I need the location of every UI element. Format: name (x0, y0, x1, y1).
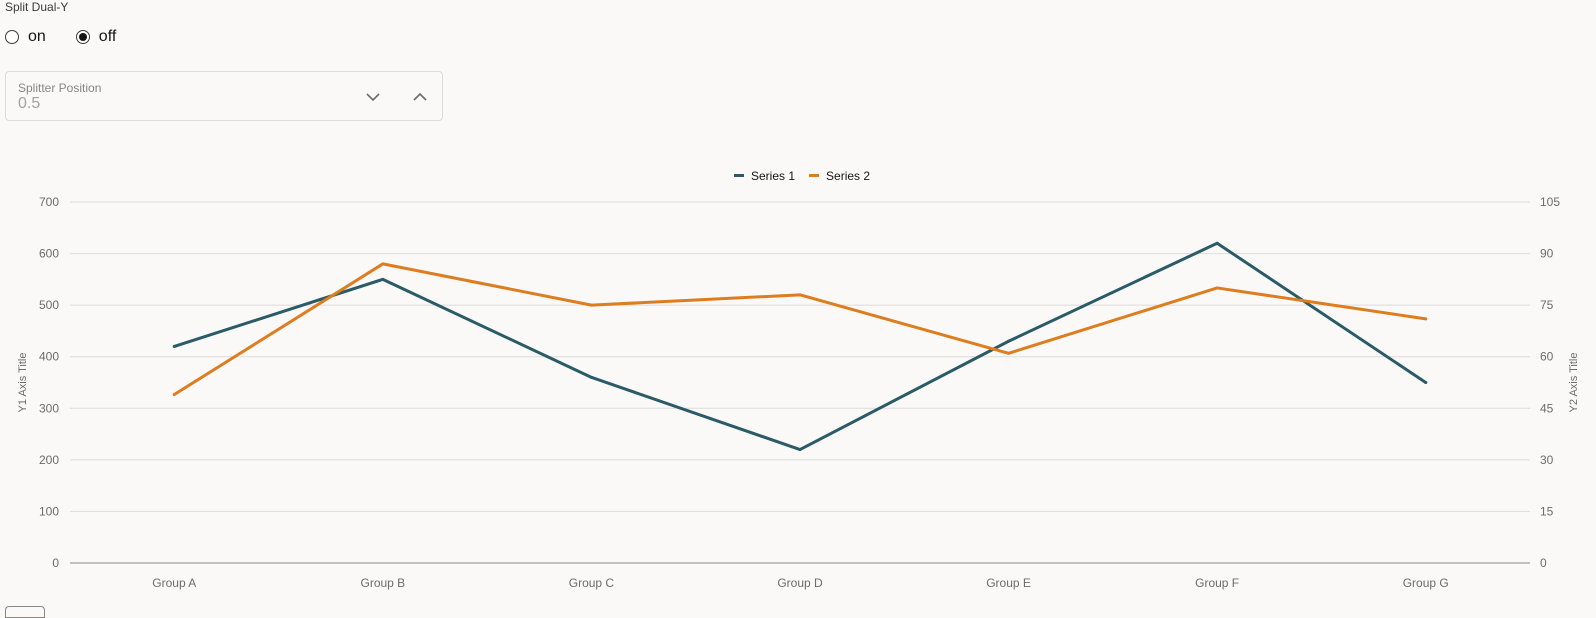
y1-tick-label: 700 (39, 195, 59, 209)
x-tick-label: Group B (361, 576, 406, 590)
legend-swatch (734, 174, 744, 177)
series-line (172, 262, 1428, 397)
data-point (381, 277, 385, 281)
dual-y-line-chart: 0 100 200 300 400 500 600 700 0 15 30 45 60 75 90 105 Y1… (0, 160, 1596, 600)
chevron-up-icon (413, 92, 427, 101)
data-point (172, 344, 176, 348)
increment-button[interactable] (409, 86, 431, 108)
y1-tick-label: 200 (39, 453, 59, 467)
split-dual-y-radio-group: on off (5, 28, 146, 46)
x-tick-label: Group D (777, 576, 823, 590)
x-tick-label: Group C (569, 576, 615, 590)
y2-tick-label: 60 (1540, 350, 1554, 364)
radio-on-option[interactable]: on (5, 28, 46, 46)
x-tick-label: Group A (152, 576, 196, 590)
chart-svg: 0 100 200 300 400 500 600 700 0 15 30 45 60 75 90 105 Y1… (17, 169, 1580, 590)
radio-on-circle[interactable] (5, 30, 19, 44)
data-point (1215, 286, 1219, 290)
y1-tick-label: 100 (39, 504, 59, 518)
y2-tick-label: 105 (1540, 195, 1560, 209)
radio-selected-dot (78, 33, 87, 41)
y1-tick-label: 400 (39, 350, 59, 364)
y2-tick-label: 90 (1540, 247, 1554, 261)
legend-label: Series 2 (826, 169, 870, 183)
data-point (798, 448, 802, 452)
decrement-button[interactable] (362, 86, 384, 108)
data-point (1215, 241, 1219, 245)
y1-tick-label: 300 (39, 401, 59, 415)
radio-off-option[interactable]: off (75, 28, 117, 46)
data-point (1424, 317, 1428, 321)
split-dual-y-label: Split Dual-Y (5, 0, 69, 14)
data-point (589, 303, 593, 307)
y2-tick-label: 45 (1540, 401, 1554, 415)
radio-off-circle[interactable] (75, 30, 90, 44)
splitter-position-label: Splitter Position (18, 81, 102, 95)
data-point (1424, 381, 1428, 384)
data-point (1007, 351, 1011, 355)
y2-tick-label: 75 (1540, 298, 1554, 312)
splitter-position-value[interactable]: 0.5 (18, 95, 41, 112)
radio-off-label: off (98, 28, 117, 45)
partial-control[interactable] (5, 606, 45, 618)
data-point (1007, 339, 1011, 343)
legend-label: Series 1 (751, 169, 795, 183)
y1-tick-label: 500 (39, 298, 59, 312)
y1-tick-label: 0 (52, 556, 59, 570)
y1-axis-title: Y1 Axis Title (17, 353, 29, 413)
splitter-position-input[interactable]: Splitter Position 0.5 (5, 71, 443, 121)
data-point (589, 375, 593, 379)
data-point (798, 293, 802, 297)
data-point (381, 262, 385, 266)
y2-axis-title: Y2 Axis Title (1568, 353, 1580, 413)
y1-tick-label: 600 (39, 247, 59, 261)
radio-on-label: on (28, 28, 46, 45)
chevron-down-icon (366, 93, 380, 102)
data-point (172, 393, 176, 397)
x-tick-label: Group E (986, 576, 1031, 590)
y2-tick-label: 0 (1540, 556, 1547, 570)
x-tick-label: Group G (1403, 576, 1449, 590)
legend-swatch (809, 174, 820, 177)
series-line (172, 241, 1428, 452)
y2-tick-label: 15 (1540, 504, 1554, 518)
y2-tick-label: 30 (1540, 453, 1554, 467)
x-tick-label: Group F (1195, 576, 1239, 590)
